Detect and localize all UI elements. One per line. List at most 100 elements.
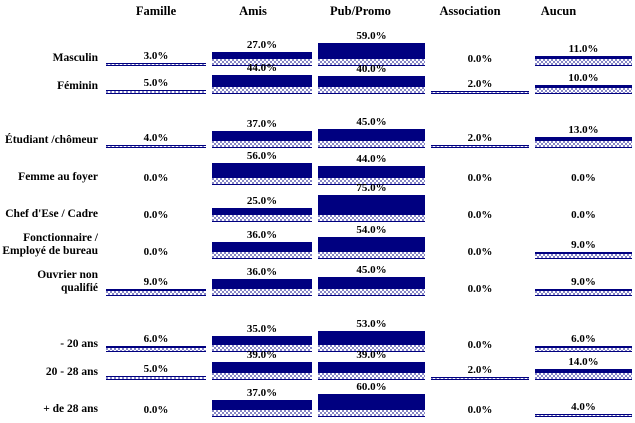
value-label: 9.0% (143, 276, 169, 288)
bar-hatch (212, 59, 312, 66)
chart-cell: 27.0% (209, 38, 315, 66)
row-label-femme-au-foyer: Femme au foyer (18, 170, 98, 183)
chart-cell: 10.0% (532, 66, 635, 94)
bar (535, 56, 632, 66)
bar (212, 362, 312, 380)
value-label: 0.0% (467, 339, 493, 351)
chart-cell: 39.0% (315, 349, 428, 380)
row-label-moins-20-ans: - 20 ans (60, 337, 98, 350)
bar-hatch (318, 215, 425, 222)
row-label-feminin: Féminin (57, 79, 98, 92)
bar-hatch (212, 410, 312, 417)
bar (212, 242, 312, 259)
value-label: 0.0% (467, 53, 493, 65)
header-spacer (0, 20, 635, 38)
chart-cell: 56.0% (209, 148, 315, 185)
chart-cell: 37.0% (209, 111, 315, 148)
value-label: 39.0% (356, 349, 387, 361)
value-label: 25.0% (246, 195, 278, 207)
chart-cell: 54.0% (315, 222, 428, 259)
bar (318, 237, 425, 259)
value-label: 4.0% (143, 132, 169, 144)
row-label-ouvrier-non-qualifie: Ouvrier non qualifié (37, 268, 98, 294)
bar-hatch (318, 141, 425, 148)
group-gap (0, 296, 635, 315)
bar-solid (106, 346, 206, 348)
bar (318, 394, 425, 417)
column-header-aucun: Aucun (540, 4, 577, 18)
bar (106, 90, 206, 94)
bar-solid (535, 56, 632, 59)
value-label: 0.0% (143, 246, 169, 258)
chart-cell: 9.0% (532, 259, 635, 296)
value-label: 2.0% (467, 364, 493, 376)
bar (318, 129, 425, 148)
chart-cell: 0.0% (428, 38, 532, 66)
bar-hatch (318, 178, 425, 185)
chart-cell: 25.0% (209, 185, 315, 222)
bar-solid (535, 414, 632, 415)
bar (212, 131, 312, 148)
bar-solid (106, 63, 206, 64)
bar-solid (212, 52, 312, 59)
value-label: 27.0% (246, 39, 278, 51)
bar (106, 145, 206, 148)
chart-cell: 2.0% (428, 66, 532, 94)
chart-cell: 0.0% (103, 148, 209, 185)
chart-cell: 0.0% (103, 222, 209, 259)
chart-cell: 60.0% (315, 380, 428, 417)
bar-hatch (212, 345, 312, 352)
bar-hatch (212, 87, 312, 94)
bar-hatch (212, 289, 312, 296)
bar-hatch (106, 146, 206, 148)
bar-solid (106, 289, 206, 291)
chart-cell: 5.0% (103, 352, 209, 380)
bar (212, 163, 312, 185)
bar (106, 63, 206, 66)
bar-hatch (535, 373, 632, 380)
bar-solid (535, 346, 632, 348)
bar-solid (535, 85, 632, 88)
bar-hatch (535, 59, 632, 66)
value-label: 39.0% (246, 349, 278, 361)
value-label: 54.0% (356, 224, 387, 236)
bar (106, 376, 206, 380)
bar (535, 252, 632, 259)
bar-solid (535, 252, 632, 254)
bar-solid (431, 91, 529, 92)
bar-solid (431, 377, 529, 378)
value-label: 36.0% (246, 229, 278, 241)
bar (535, 414, 632, 417)
bar-hatch (212, 252, 312, 259)
chart-cell: 3.0% (103, 38, 209, 66)
bar-hatch (318, 345, 425, 352)
value-label: 6.0% (571, 333, 596, 345)
bar-hatch (431, 378, 529, 380)
chart-cell: 2.0% (428, 352, 532, 380)
group-gap (0, 94, 635, 111)
value-label: 0.0% (143, 404, 169, 416)
bar (431, 91, 529, 94)
value-label: 36.0% (246, 266, 278, 278)
chart-cell: 6.0% (532, 315, 635, 352)
bar-solid (535, 289, 632, 291)
bar (535, 85, 632, 94)
bar (535, 137, 632, 148)
chart-cell: 0.0% (103, 380, 209, 417)
chart-cell: 4.0% (103, 111, 209, 148)
bar-solid (431, 145, 529, 146)
bar (318, 362, 425, 380)
bar-solid (106, 145, 206, 146)
value-label: 5.0% (143, 363, 169, 375)
bar-solid (318, 195, 425, 215)
grid-corner (0, 4, 103, 20)
bar-hatch (318, 289, 425, 296)
bar-solid (318, 237, 425, 252)
bar-solid (212, 400, 312, 410)
bar-solid (535, 137, 632, 141)
bar-solid (212, 336, 312, 345)
bar-solid (212, 131, 312, 141)
value-label: 6.0% (143, 333, 169, 345)
